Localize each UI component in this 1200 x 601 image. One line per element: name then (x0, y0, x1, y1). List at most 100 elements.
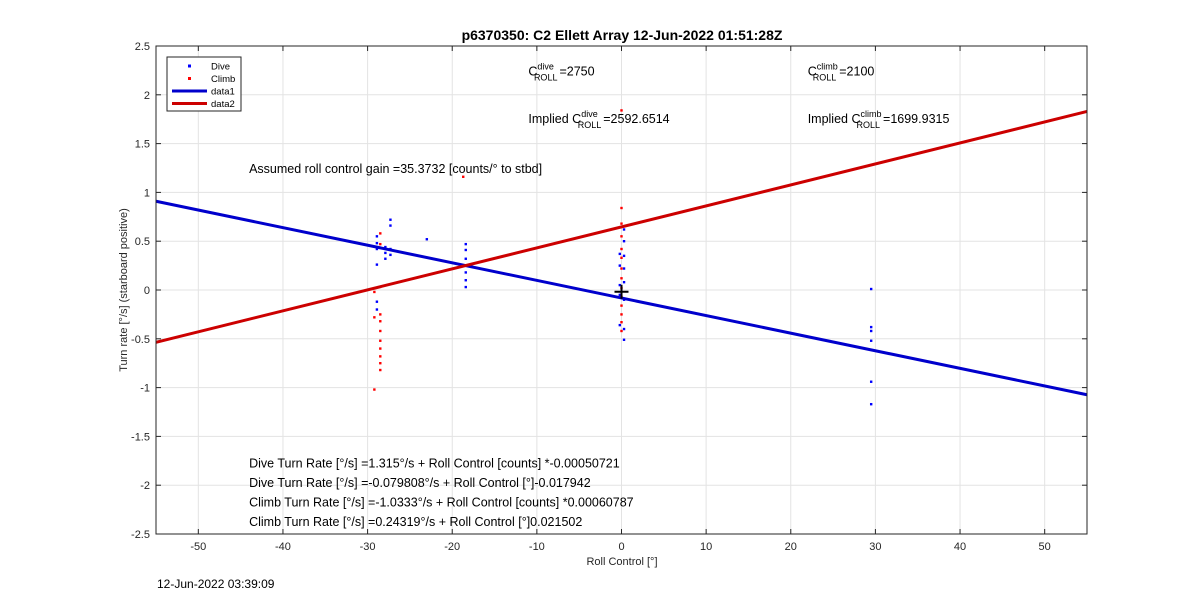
data-point-dive (622, 338, 626, 341)
data-point-dive (375, 247, 379, 251)
data-point-climb (379, 329, 382, 333)
data-point-climb (379, 242, 382, 246)
data-point-climb (620, 206, 623, 210)
y-tick-label: -1 (140, 383, 150, 395)
legend-label: data1 (211, 87, 235, 98)
legend-label: Dive (211, 62, 230, 73)
footer-timestamp: 12-Jun-2022 03:39:09 (157, 577, 275, 591)
y-tick-label: -2.5 (131, 529, 150, 541)
data-point-dive (375, 263, 379, 266)
data-point-dive (384, 245, 387, 249)
data-point-climb (379, 232, 382, 235)
data-point-climb (379, 320, 382, 323)
data-point-dive (425, 238, 429, 241)
data-point-dive (869, 402, 873, 406)
data-point-dive (869, 329, 873, 333)
data-point-dive (618, 252, 622, 256)
data-point-climb (379, 362, 382, 365)
data-point-climb (373, 290, 376, 294)
data-point-climb (379, 313, 382, 316)
data-point-climb (620, 109, 623, 112)
data-point-dive (375, 235, 379, 238)
data-point-climb (620, 256, 623, 259)
data-point-climb (379, 368, 382, 372)
annotation: Climb Turn Rate [°/s] =0.24319°/s + Roll… (249, 515, 582, 529)
data-point-dive (375, 300, 379, 303)
x-tick-label: 0 (618, 541, 624, 553)
y-tick-label: 0 (144, 285, 150, 297)
data-point-climb (379, 355, 382, 358)
x-tick-label: -30 (360, 541, 376, 553)
data-point-dive (464, 242, 467, 246)
data-point-climb (379, 339, 382, 342)
legend-label: Climb (211, 74, 235, 85)
annotation: Dive Turn Rate [°/s] =-0.079808°/s + Rol… (249, 476, 591, 490)
data-point-dive (384, 257, 387, 260)
x-tick-label: -10 (529, 541, 545, 553)
data-point-dive (464, 248, 467, 252)
y-tick-label: 1 (144, 187, 150, 199)
data-point-dive (869, 325, 873, 329)
data-point-climb (620, 304, 623, 307)
x-tick-label: -40 (275, 541, 291, 553)
data-point-climb (462, 175, 465, 178)
data-point-climb (373, 316, 376, 319)
data-point-dive (622, 228, 626, 231)
legend-swatch-dive (188, 64, 191, 68)
data-point-climb (373, 388, 376, 391)
data-point-climb (620, 247, 623, 251)
y-tick-label: 2.5 (135, 41, 150, 53)
data-point-climb (620, 267, 623, 270)
data-point-dive (375, 308, 379, 311)
data-point-dive (622, 327, 626, 331)
annotation: Implied Cclimb ROLL =1699.9315 (808, 109, 950, 130)
y-tick-label: 2 (144, 90, 150, 102)
annotation: Implied Cdive ROLL =2592.6514 (528, 109, 669, 130)
data-point-dive (464, 285, 467, 289)
x-tick-label: -50 (190, 541, 206, 553)
data-point-dive (618, 323, 622, 327)
data-point-climb (620, 235, 623, 238)
y-tick-label: 1.5 (135, 139, 150, 151)
y-tick-label: 0.5 (135, 236, 150, 248)
annotation: Dive Turn Rate [°/s] =1.315°/s + Roll Co… (249, 457, 620, 471)
y-tick-label: -1.5 (131, 431, 150, 443)
data-point-climb (620, 277, 623, 280)
data-point-dive (389, 224, 392, 227)
data-point-dive (869, 287, 873, 291)
data-point-dive (869, 339, 873, 342)
annotation: Cclimb ROLL =2100 (808, 61, 875, 82)
data-point-climb (620, 321, 623, 324)
data-point-climb (620, 222, 623, 225)
x-tick-label: 40 (954, 541, 966, 553)
data-point-dive (464, 257, 467, 260)
data-point-climb (620, 329, 623, 333)
fit-line-data2 (155, 110, 1088, 344)
data-point-climb (379, 347, 382, 350)
data-point-dive (464, 271, 467, 274)
legend-label: data2 (211, 99, 235, 110)
data-point-dive (384, 251, 387, 255)
data-point-dive (618, 293, 622, 297)
chart-title: p6370350: C2 Ellett Array 12-Jun-2022 01… (462, 27, 783, 43)
x-tick-label: -20 (444, 541, 460, 553)
data-point-dive (618, 264, 622, 267)
y-tick-label: -0.5 (131, 334, 150, 346)
data-point-dive (622, 267, 626, 270)
data-point-dive (464, 279, 467, 282)
annotation: Cdive ROLL =2750 (528, 61, 594, 82)
legend-swatch-climb (188, 77, 191, 80)
y-axis-label: Turn rate [°/s] (starboard positive) (118, 208, 130, 372)
x-tick-label: 50 (1039, 541, 1051, 553)
x-axis-label: Roll Control [°] (586, 556, 657, 568)
x-tick-label: 30 (869, 541, 881, 553)
data-point-dive (622, 280, 626, 284)
annotation: Assumed roll control gain =35.3732 [coun… (249, 162, 542, 176)
data-point-dive (375, 241, 379, 245)
x-tick-label: 20 (785, 541, 797, 553)
data-point-dive (389, 218, 392, 221)
plot-area: -50 -40 -30 -20 -10 0 10 20 30 40 50-2.5-2-1.5-1-0… (131, 41, 1088, 553)
x-tick-label: 10 (700, 541, 712, 553)
data-point-climb (620, 313, 623, 316)
